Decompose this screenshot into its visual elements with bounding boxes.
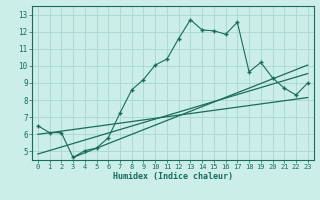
X-axis label: Humidex (Indice chaleur): Humidex (Indice chaleur) [113,172,233,181]
